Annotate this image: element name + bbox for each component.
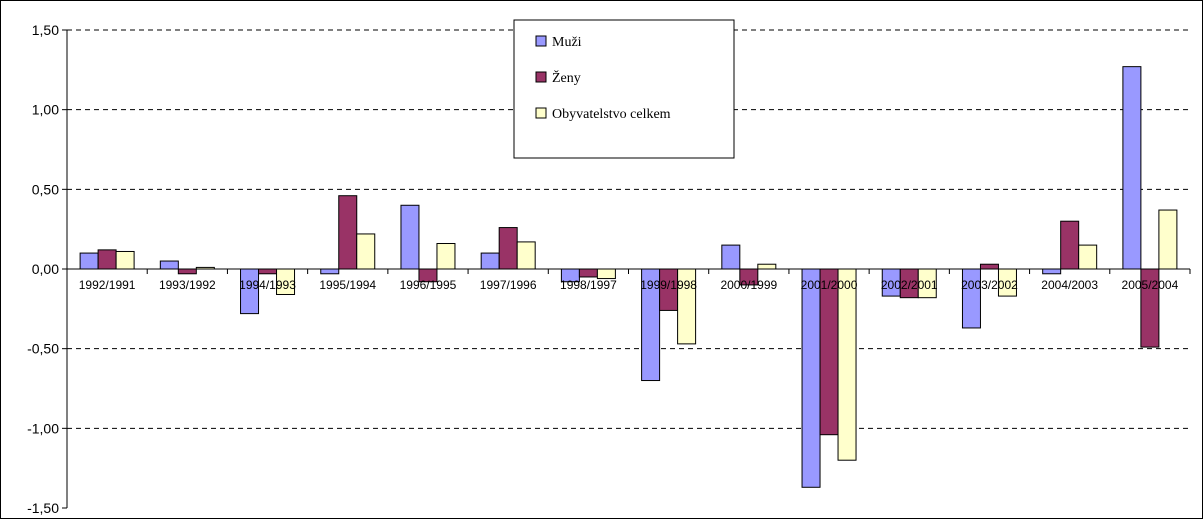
bar-zeny-1994-1993 (258, 268, 278, 275)
bar-muzi-2001-2000 (801, 268, 821, 488)
category-label: 1997/1996 (480, 278, 537, 292)
bar-obyvatelstvo-celkem-2005-2004 (1158, 209, 1178, 270)
bar-muzi-2000-1999 (721, 244, 741, 270)
legend-label: Obyvatelstvo celkem (552, 107, 671, 122)
bar-obyvatelstvo-celkem-2000-1999 (757, 263, 777, 270)
legend-label: Ženy (552, 69, 581, 86)
bar-zeny-1993-1992 (177, 268, 197, 275)
category-label: 2003/2002 (961, 278, 1018, 292)
bar-muzi-1993-1992 (159, 260, 179, 270)
y-tick-label: -0,50 (27, 341, 59, 357)
y-tick-label: -1,00 (27, 420, 59, 436)
bar-obyvatelstvo-celkem-2004-2003 (1078, 244, 1098, 270)
bar-muzi-1997-1996 (480, 252, 500, 270)
y-tick-label: -1,50 (27, 500, 59, 516)
bar-obyvatelstvo-celkem-2001-2000 (837, 268, 857, 461)
bar-zeny-1998-1997 (578, 268, 598, 278)
category-label: 1998/1997 (560, 278, 617, 292)
bar-zeny-1992-1991 (97, 249, 117, 270)
category-label: 2001/2000 (801, 278, 858, 292)
bar-obyvatelstvo-celkem-1997-1996 (516, 241, 536, 270)
category-labels: 1992/1991 1993/1992 1994/1993 1995/1994 1996… (79, 278, 1179, 292)
y-tick-label: 1,00 (32, 102, 59, 118)
y-tick-label: 1,50 (32, 22, 59, 38)
bar-zeny-2003-2002 (979, 263, 999, 270)
category-label: 2005/2004 (1122, 278, 1179, 292)
legend-box (513, 19, 735, 159)
bar-muzi-2004-2003 (1042, 268, 1062, 275)
bar-muzi-2005-2004 (1122, 66, 1142, 270)
y-tick-label: 0,00 (32, 261, 59, 277)
category-label: 1996/1995 (400, 278, 457, 292)
legend-label: Muži (552, 35, 582, 50)
category-label: 1993/1992 (159, 278, 216, 292)
category-label: 2004/2003 (1041, 278, 1098, 292)
y-axis-ticks: 1,50 1,00 0,50 0,00 -0,50 -1,00 -1,50 (27, 22, 67, 516)
axes (66, 30, 1191, 508)
legend-swatch (535, 35, 547, 47)
bar-muzi-1996-1995 (400, 204, 420, 270)
bar-zeny-2004-2003 (1060, 220, 1080, 270)
bar-zeny-1997-1996 (498, 227, 518, 270)
bars (79, 66, 1178, 488)
legend: Muži Ženy Obyvatelstvo celkem (513, 19, 735, 159)
bar-obyvatelstvo-celkem-1996-1995 (436, 243, 456, 270)
category-label: 1995/1994 (319, 278, 376, 292)
legend-swatch (535, 107, 547, 119)
bar-muzi-1995-1994 (320, 268, 340, 275)
bar-zeny-1995-1994 (338, 195, 358, 270)
category-label: 1992/1991 (79, 278, 136, 292)
bar-muzi-1992-1991 (79, 252, 99, 270)
y-tick-label: 0,50 (32, 181, 59, 197)
bar-obyvatelstvo-celkem-1995-1994 (356, 233, 376, 270)
bar-zeny-2001-2000 (819, 268, 839, 436)
category-label: 1994/1993 (239, 278, 296, 292)
bar-obyvatelstvo-celkem-1992-1991 (115, 250, 135, 270)
category-label: 1999/1998 (640, 278, 697, 292)
category-label: 2002/2001 (881, 278, 938, 292)
legend-swatch (535, 71, 547, 83)
category-label: 2000/1999 (720, 278, 777, 292)
